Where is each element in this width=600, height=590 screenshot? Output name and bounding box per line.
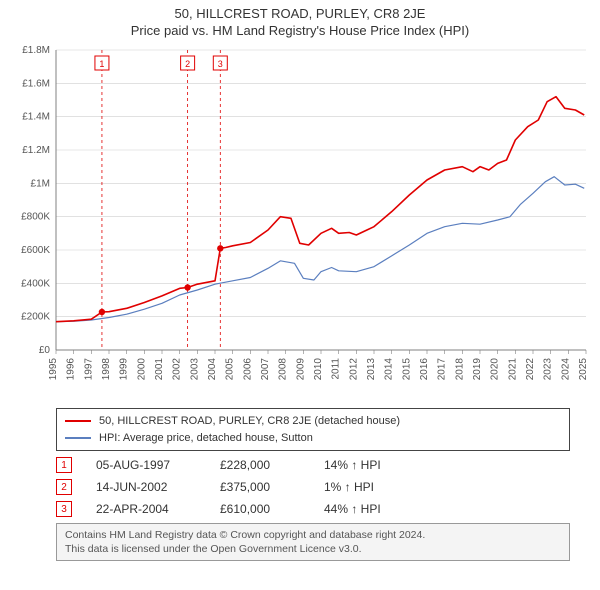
legend-swatch [65, 420, 91, 422]
chart-area: £0 £200K £400K £600K £800K £1M £1.2M £1.4M £1.6M… [0, 42, 600, 402]
svg-text:2014: 2014 [384, 358, 395, 381]
svg-text:2019: 2019 [472, 358, 483, 381]
svg-text:£1M: £1M [31, 178, 50, 189]
sale-date: 14-JUN-2002 [96, 480, 196, 494]
footer-attribution: Contains HM Land Registry data © Crown c… [56, 523, 570, 561]
svg-text:3: 3 [218, 59, 223, 69]
svg-text:2016: 2016 [419, 358, 430, 381]
svg-text:2000: 2000 [136, 358, 147, 381]
svg-text:2018: 2018 [454, 358, 465, 381]
legend-item: 50, HILLCREST ROAD, PURLEY, CR8 2JE (det… [65, 413, 561, 430]
sale-delta: 1% ↑ HPI [324, 480, 374, 494]
sale-date: 22-APR-2004 [96, 502, 196, 516]
sale-delta: 14% ↑ HPI [324, 458, 381, 472]
svg-text:2007: 2007 [260, 358, 271, 381]
svg-text:2008: 2008 [278, 358, 289, 381]
sale-list: 1 05-AUG-1997 £228,000 14% ↑ HPI 2 14-JU… [56, 457, 570, 517]
svg-text:2015: 2015 [401, 358, 412, 381]
svg-text:2012: 2012 [348, 358, 359, 381]
svg-text:£1.2M: £1.2M [22, 145, 50, 156]
svg-text:2022: 2022 [525, 358, 536, 381]
sale-row: 1 05-AUG-1997 £228,000 14% ↑ HPI [56, 457, 570, 473]
svg-text:£800K: £800K [21, 212, 50, 223]
legend-label: 50, HILLCREST ROAD, PURLEY, CR8 2JE (det… [99, 413, 400, 430]
svg-text:2001: 2001 [154, 358, 165, 381]
svg-text:£1.4M: £1.4M [22, 112, 50, 123]
svg-text:1997: 1997 [83, 358, 94, 381]
svg-text:1995: 1995 [48, 358, 59, 381]
legend: 50, HILLCREST ROAD, PURLEY, CR8 2JE (det… [56, 408, 570, 451]
sale-delta: 44% ↑ HPI [324, 502, 381, 516]
line-chart: £0 £200K £400K £600K £800K £1M £1.2M £1.4M £1.6M… [0, 42, 600, 402]
title-address: 50, HILLCREST ROAD, PURLEY, CR8 2JE [0, 6, 600, 21]
legend-swatch [65, 437, 91, 439]
svg-text:2010: 2010 [313, 358, 324, 381]
svg-text:2005: 2005 [225, 358, 236, 381]
svg-text:2020: 2020 [490, 358, 501, 381]
svg-text:£1.6M: £1.6M [22, 78, 50, 89]
legend-item: HPI: Average price, detached house, Sutt… [65, 430, 561, 447]
svg-text:1998: 1998 [101, 358, 112, 381]
sale-marker-icon: 2 [56, 479, 72, 495]
sale-price: £375,000 [220, 480, 300, 494]
sale-marker-icon: 1 [56, 457, 72, 473]
svg-text:2024: 2024 [560, 358, 571, 381]
footer-line: Contains HM Land Registry data © Crown c… [65, 528, 561, 542]
svg-text:1999: 1999 [119, 358, 130, 381]
sale-price: £610,000 [220, 502, 300, 516]
svg-text:2021: 2021 [507, 358, 518, 381]
svg-text:2: 2 [185, 59, 190, 69]
svg-text:2004: 2004 [207, 358, 218, 381]
footer-line: This data is licensed under the Open Gov… [65, 542, 561, 556]
svg-text:2025: 2025 [578, 358, 589, 381]
svg-text:2017: 2017 [437, 358, 448, 381]
svg-text:£0: £0 [39, 345, 51, 356]
sale-date: 05-AUG-1997 [96, 458, 196, 472]
svg-text:£600K: £600K [21, 245, 50, 256]
svg-text:2003: 2003 [189, 358, 200, 381]
svg-text:£200K: £200K [21, 312, 50, 323]
svg-text:£400K: £400K [21, 278, 50, 289]
svg-text:2006: 2006 [242, 358, 253, 381]
sale-row: 3 22-APR-2004 £610,000 44% ↑ HPI [56, 501, 570, 517]
svg-text:1: 1 [99, 59, 104, 69]
svg-text:2011: 2011 [331, 358, 342, 380]
svg-text:2002: 2002 [172, 358, 183, 381]
svg-text:2013: 2013 [366, 358, 377, 381]
legend-label: HPI: Average price, detached house, Sutt… [99, 430, 313, 447]
svg-text:2009: 2009 [295, 358, 306, 381]
svg-text:1996: 1996 [66, 358, 77, 381]
title-subtitle: Price paid vs. HM Land Registry's House … [0, 23, 600, 38]
svg-text:2023: 2023 [543, 358, 554, 381]
sale-marker-icon: 3 [56, 501, 72, 517]
sale-price: £228,000 [220, 458, 300, 472]
sale-row: 2 14-JUN-2002 £375,000 1% ↑ HPI [56, 479, 570, 495]
svg-text:£1.8M: £1.8M [22, 45, 50, 56]
